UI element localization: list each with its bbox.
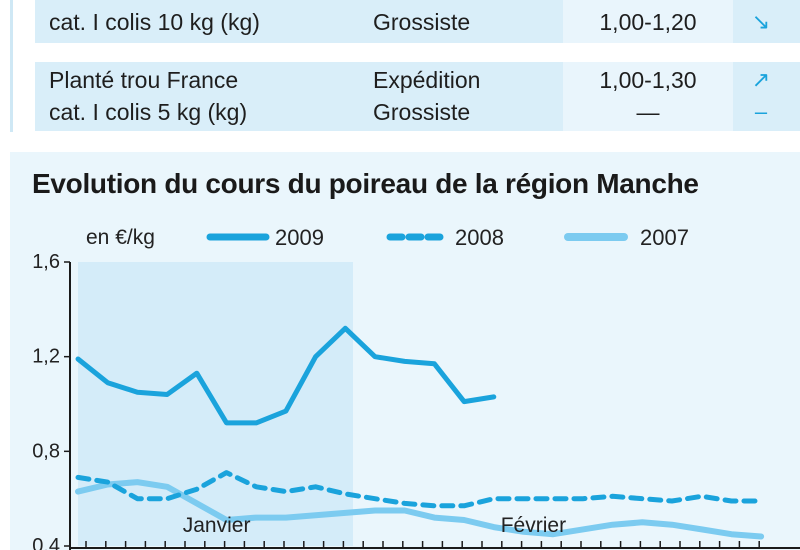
price-table: cat. I colis 10 kg (kg) Grossiste 1,00-1…: [10, 0, 800, 132]
product-line: Planté trou France: [49, 67, 239, 93]
series-line-2009: [75, 325, 497, 426]
price-line: —: [636, 99, 660, 125]
trend-up-icon: ↗: [751, 67, 771, 92]
legend-label-2007: 2007: [640, 225, 689, 250]
series-line-2007: [75, 479, 765, 540]
table-row: cat. I colis 10 kg (kg) Grossiste 1,00-1…: [35, 0, 800, 43]
trend-down-icon: ↘: [741, 6, 781, 38]
y-tick-label: 1,6: [32, 251, 60, 273]
table-row: Planté trou France cat. I colis 5 kg (kg…: [35, 62, 800, 131]
trend-flat-icon: –: [754, 99, 768, 124]
chart-title: Evolution du cours du poireau de la régi…: [32, 168, 699, 199]
product-cell: cat. I colis 10 kg (kg): [49, 6, 260, 38]
legend-label-2009: 2009: [275, 225, 324, 250]
y-tick-label: 0,4: [32, 535, 60, 550]
trend-line: ↘: [751, 9, 771, 34]
y-tick-label: 1,2: [32, 346, 60, 368]
series-line-2008: [75, 470, 764, 509]
legend-label-2008: 2008: [455, 225, 504, 250]
product-line: cat. I colis 5 kg (kg): [49, 99, 248, 125]
product-line: cat. I colis 10 kg (kg): [49, 9, 260, 35]
unit-label: en €/kg: [86, 226, 155, 249]
x-period-label: Janvier: [183, 514, 251, 537]
price-line: 1,00-1,30: [599, 67, 697, 93]
stage-line: Grossiste: [373, 99, 471, 125]
x-period-label: Février: [501, 514, 566, 537]
price-line: 1,00-1,20: [599, 9, 697, 35]
trend-icon: ↗ –: [741, 64, 781, 128]
y-tick-label: 0,8: [32, 440, 60, 462]
stage-cell: Expédition Grossiste: [373, 64, 480, 128]
price-cell: 1,00-1,30 —: [563, 62, 733, 131]
product-cell: Planté trou France cat. I colis 5 kg (kg…: [49, 64, 247, 128]
stage-line: Grossiste: [373, 9, 471, 35]
price-cell: 1,00-1,20: [563, 0, 733, 43]
stage-cell: Grossiste: [373, 6, 470, 38]
stage-line: Expédition: [373, 67, 481, 93]
